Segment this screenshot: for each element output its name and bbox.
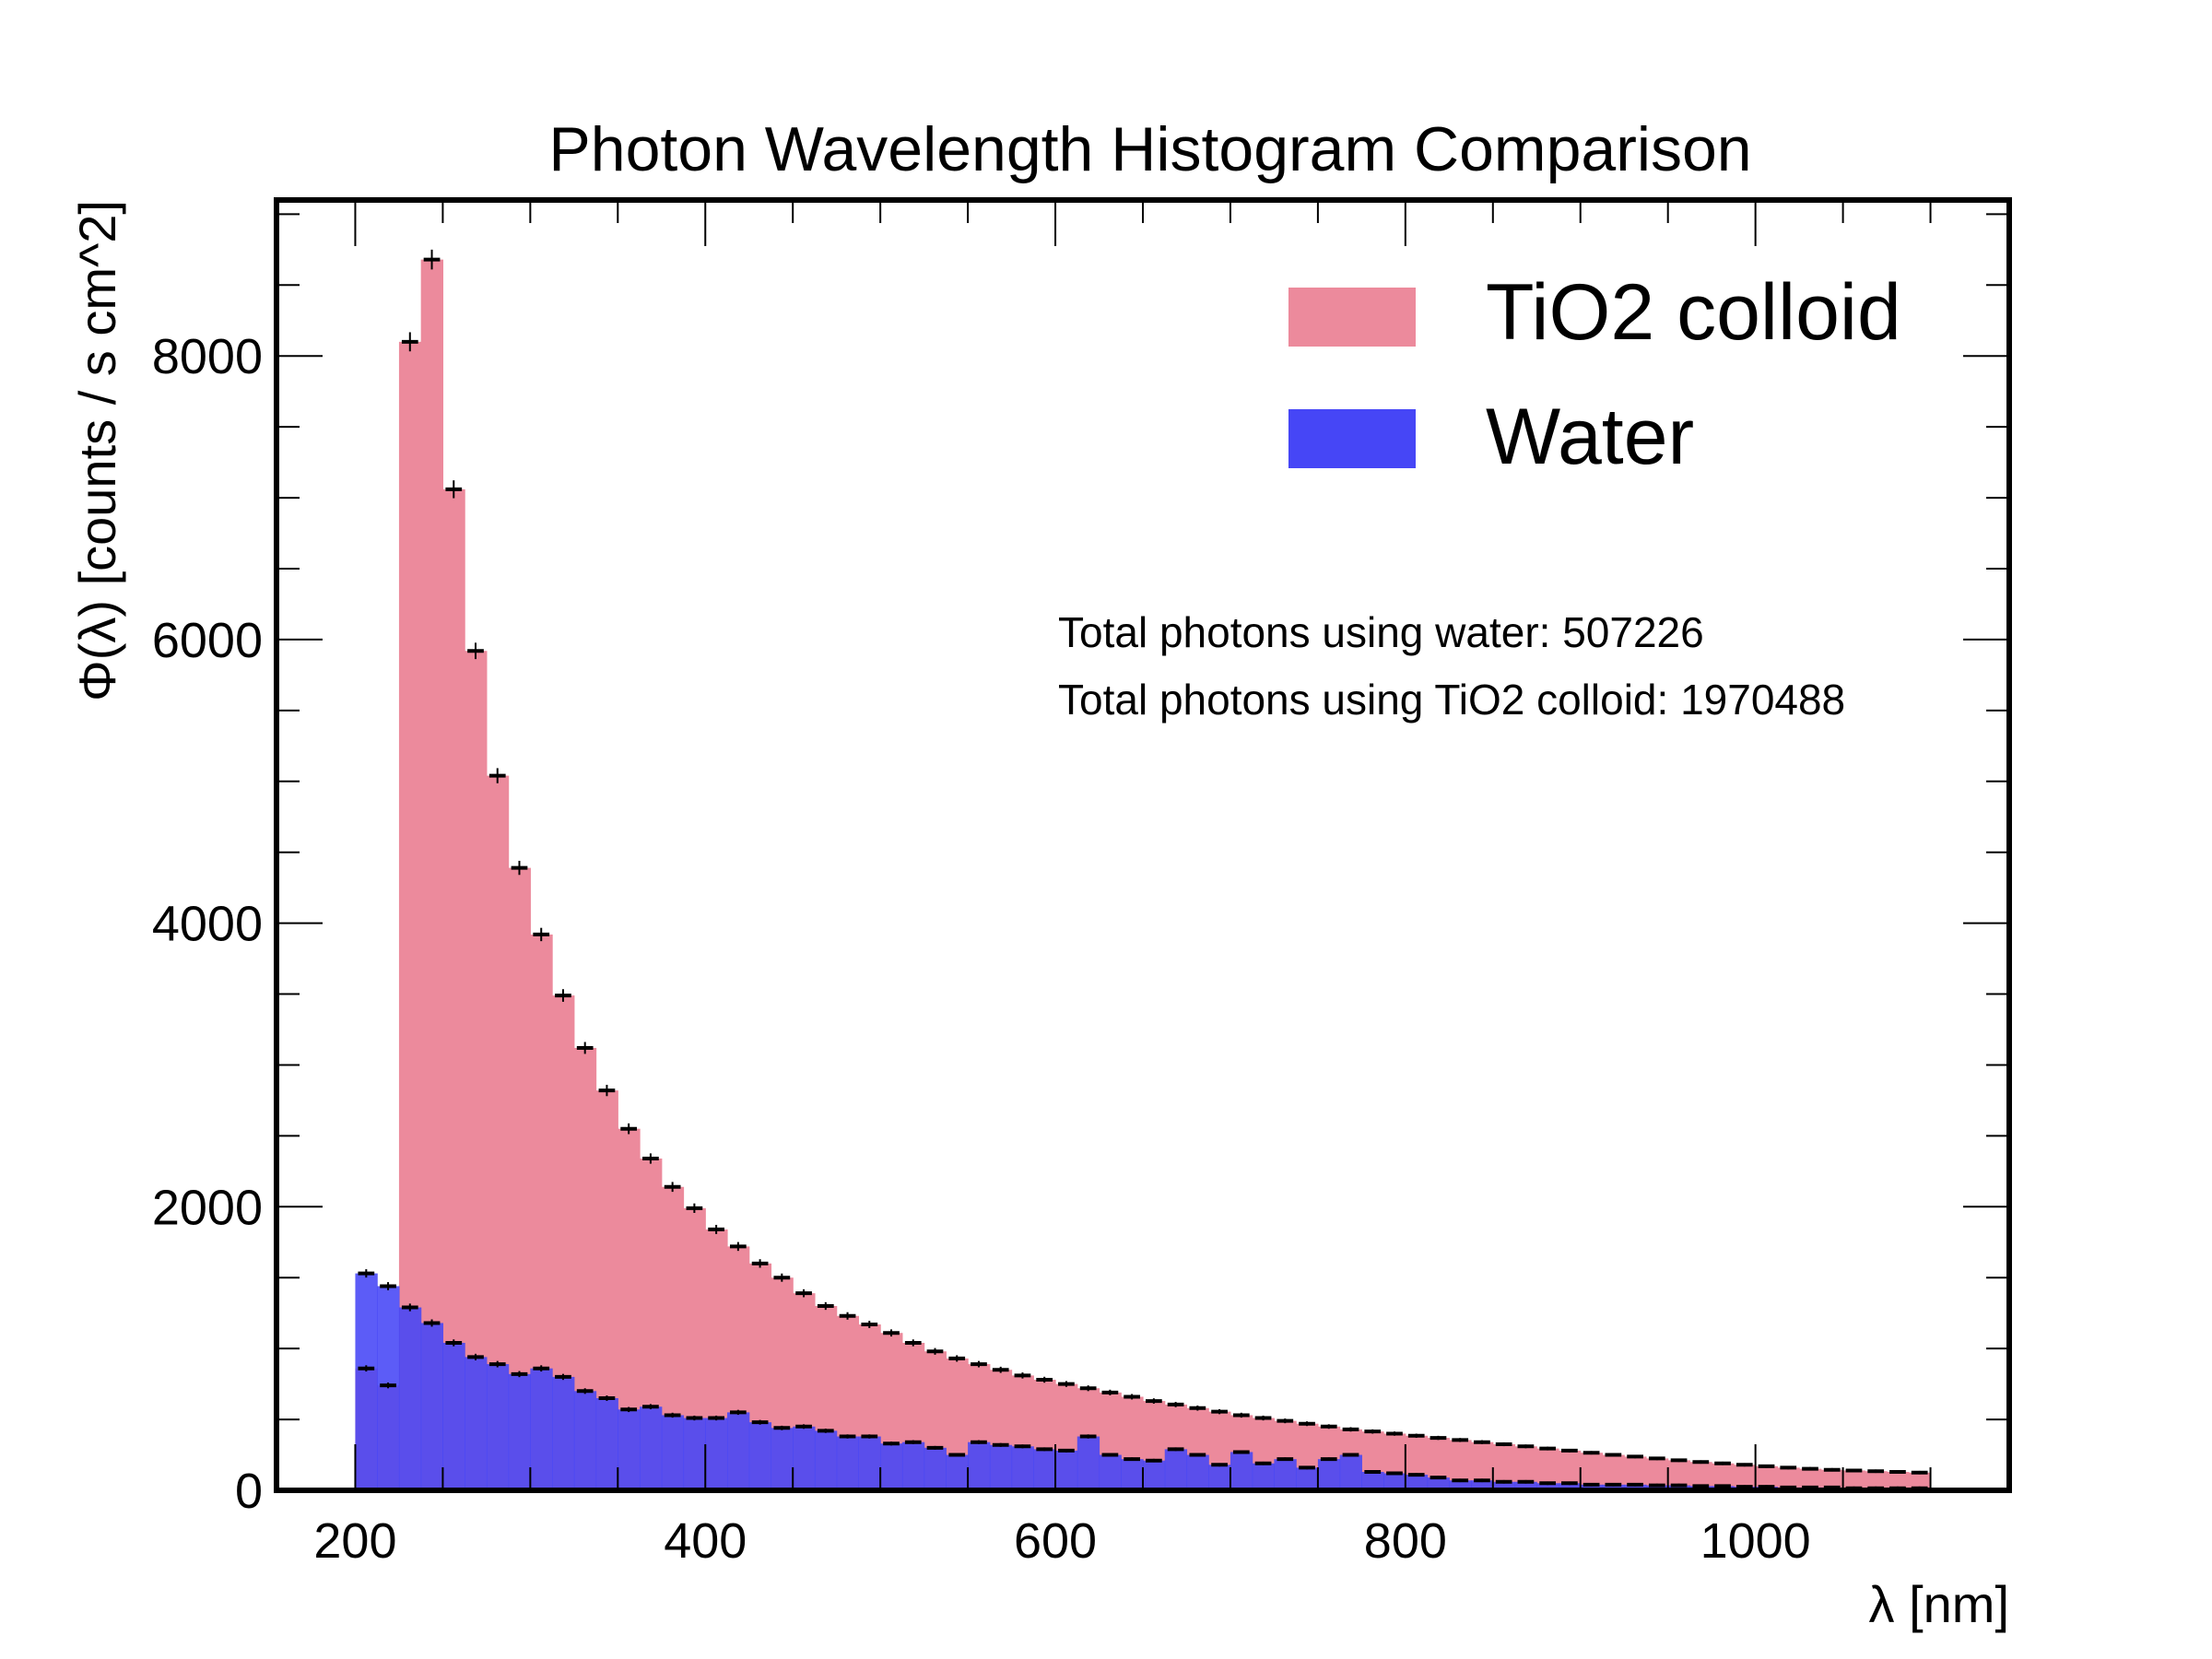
bar-water-21 (814, 1430, 838, 1490)
bar-water-45 (1339, 1454, 1362, 1490)
plot-frame (274, 197, 2012, 1493)
bar-water-7 (508, 1373, 531, 1490)
bar-water-13 (640, 1406, 663, 1490)
bar-water-34 (1099, 1454, 1122, 1490)
x-tick-label: 1000 (1700, 1513, 1811, 1569)
x-tick-label: 400 (664, 1513, 747, 1569)
bar-water-47 (1383, 1473, 1406, 1490)
y-tick-label: 4000 (152, 897, 263, 952)
bar-water-56 (1580, 1484, 1604, 1490)
bar-water-41 (1252, 1463, 1276, 1490)
bar-water-10 (573, 1391, 597, 1490)
bar-water-48 (1405, 1475, 1429, 1490)
x-axis-label: λ [nm] (1869, 1575, 2009, 1633)
bar-tio2-68 (1842, 1470, 1865, 1490)
bar-water-25 (901, 1441, 925, 1490)
bar-water-29 (989, 1444, 1013, 1490)
x-tick-label: 800 (1364, 1513, 1447, 1569)
bar-water-46 (1361, 1472, 1384, 1490)
bar-water-37 (1164, 1449, 1188, 1490)
bar-water-15 (683, 1418, 706, 1490)
bar-water-52 (1492, 1481, 1516, 1490)
bar-water-24 (880, 1443, 903, 1490)
y-tick-labels: 0 2000 4000 6000 8000 (152, 329, 263, 1519)
bar-water-43 (1296, 1467, 1319, 1490)
bar-water-54 (1536, 1483, 1559, 1490)
y-axis-label: Φ(λ) [counts / s cm^2] (68, 200, 126, 701)
bar-water-50 (1449, 1480, 1472, 1490)
bar-water-40 (1230, 1452, 1253, 1490)
bar-tio2-67 (1820, 1469, 1844, 1490)
bar-water-55 (1559, 1483, 1582, 1490)
legend-label-tio2: TiO2 colloid (1486, 268, 1901, 357)
bar-water-51 (1471, 1480, 1494, 1490)
bar-water-23 (858, 1436, 881, 1490)
bar-tio2-3 (420, 259, 444, 1491)
bar-water-49 (1427, 1477, 1450, 1490)
bar-water-58 (1624, 1484, 1647, 1490)
bar-water-22 (836, 1436, 860, 1490)
bar-tio2-70 (1887, 1472, 1910, 1490)
bar-water-3 (420, 1323, 444, 1490)
bar-water-28 (968, 1441, 991, 1490)
y-tick-label: 0 (235, 1464, 263, 1519)
bar-water-16 (705, 1418, 728, 1490)
bar-tio2-2 (398, 341, 422, 1490)
bar-tio2-69 (1865, 1471, 1888, 1490)
bar-water-12 (618, 1409, 641, 1490)
y-tick-label: 8000 (152, 329, 263, 384)
bar-water-44 (1317, 1459, 1341, 1490)
bar-water-14 (661, 1415, 685, 1490)
bar-tio2-4 (442, 488, 465, 1490)
bar-water-42 (1274, 1459, 1297, 1490)
x-tick-labels: 200 400 600 800 1000 (313, 1513, 1810, 1569)
bar-water-35 (1121, 1459, 1144, 1490)
bar-water-57 (1602, 1484, 1625, 1490)
legend-swatch-water (1288, 409, 1416, 468)
bar-water-8 (530, 1368, 553, 1490)
bar-tio2-71 (1908, 1472, 1932, 1490)
bar-water-2 (398, 1307, 422, 1490)
chart-title: Photon Wavelength Histogram Comparison (548, 114, 1751, 184)
x-tick-label: 200 (313, 1513, 396, 1569)
annotation-water-total: Total photons using water: 507226 (1058, 608, 1704, 656)
annotation-tio2-total: Total photons using TiO2 colloid: 197048… (1058, 676, 1845, 724)
x-tick-label: 600 (1014, 1513, 1097, 1569)
bar-tio2-5 (465, 651, 488, 1490)
legend-label-water: Water (1486, 393, 1694, 481)
bar-water-0 (355, 1273, 378, 1490)
y-tick-label: 6000 (152, 613, 263, 668)
bar-water-19 (771, 1428, 794, 1490)
bar-water-32 (1055, 1450, 1078, 1490)
bar-water-5 (465, 1357, 488, 1490)
bar-water-33 (1077, 1436, 1100, 1490)
bar-water-26 (924, 1447, 947, 1490)
bar-water-6 (486, 1364, 510, 1490)
bar-water-30 (1011, 1446, 1034, 1490)
bar-tio2-66 (1799, 1468, 1822, 1490)
y-tick-label: 2000 (152, 1180, 263, 1235)
bar-water-4 (442, 1343, 465, 1490)
bar-water-20 (793, 1426, 816, 1490)
bar-water-11 (595, 1398, 618, 1490)
bar-water-9 (552, 1376, 575, 1490)
bar-water-17 (726, 1412, 750, 1490)
axis-ticks (276, 200, 2009, 1491)
bar-water-36 (1143, 1460, 1166, 1490)
bar-water-27 (946, 1454, 969, 1490)
bar-water-53 (1514, 1481, 1537, 1490)
bar-water-39 (1208, 1465, 1231, 1490)
bar-water-31 (1033, 1449, 1056, 1490)
legend-swatch-tio2 (1288, 288, 1416, 347)
bar-water-18 (748, 1422, 772, 1490)
bar-water-38 (1186, 1454, 1209, 1490)
error-bars (358, 249, 1928, 1490)
legend: TiO2 colloid Water (1288, 268, 1901, 481)
